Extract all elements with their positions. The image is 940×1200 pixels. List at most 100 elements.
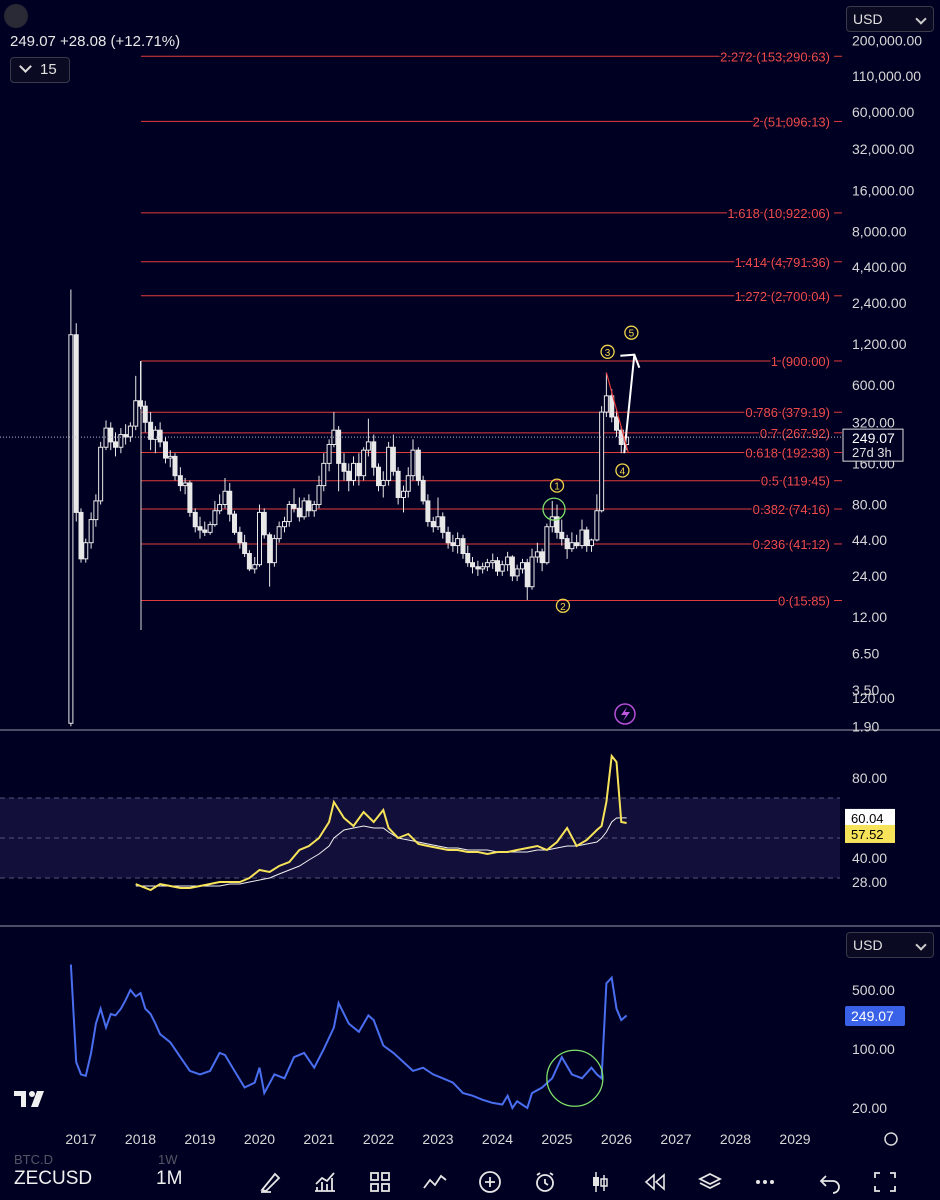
candles: [68, 289, 630, 727]
candle-body-107: [599, 411, 605, 512]
candle-body-48: [306, 500, 312, 512]
candle-body-103: [579, 529, 585, 547]
year-tick-6: 2023: [422, 1131, 453, 1147]
candle-body-25: [192, 511, 198, 528]
price-tick-18: 1.90: [852, 718, 879, 734]
candle-body-47: [301, 500, 307, 518]
candle-body-43: [281, 521, 287, 528]
year-tick-12: 2029: [779, 1131, 810, 1147]
candle-body-77: [450, 542, 456, 547]
candle-body-79: [460, 538, 466, 555]
price-tick-6: 4,400.00: [852, 259, 907, 275]
rsi-tick-0: 120.00: [852, 690, 895, 706]
replay-rewind-icon[interactable]: [642, 1170, 668, 1194]
candle-body-54: [336, 429, 342, 464]
axes: 200,000.00110,000.0060,000.0032,000.0016…: [65, 32, 922, 1147]
alarm-clock-icon[interactable]: [532, 1170, 558, 1194]
last-price-badge: [842, 428, 904, 462]
undo-icon[interactable]: [817, 1170, 843, 1194]
wave-circle-2: [600, 344, 615, 359]
candle-body-80: [465, 553, 471, 564]
candle-body-20: [167, 455, 173, 459]
candle-body-94: [534, 551, 540, 558]
fib-label-4: 1.272 (2,700.04): [735, 289, 830, 304]
pane-separators: [0, 729, 940, 927]
rsi-background: [0, 797, 840, 879]
fib-label-2: 1.618 (10,922.06): [727, 206, 830, 221]
candle-body-81: [470, 562, 476, 568]
fib-label-10: 0.382 (74.16): [753, 502, 830, 517]
candle-body-15: [142, 405, 148, 423]
highlight-circle: [542, 497, 566, 521]
candle-body-31: [222, 490, 228, 505]
bottom-toolbar: ZECUSD 1M: [0, 1160, 940, 1200]
price-tick-7: 2,400.00: [852, 295, 907, 311]
candle-body-56: [346, 470, 352, 481]
candle-body-51: [321, 462, 327, 487]
candle-body-46: [296, 507, 302, 518]
price-tick-5: 8,000.00: [852, 223, 907, 239]
wave-label-0: 1: [554, 482, 560, 493]
price-tick-15: 12.00: [852, 609, 887, 625]
draw-pen-icon[interactable]: [258, 1170, 284, 1194]
price-tick-17: 3.50: [852, 682, 879, 698]
candle-body-110: [614, 416, 619, 431]
candle-style-icon[interactable]: [587, 1170, 613, 1194]
candle-body-72: [425, 500, 431, 523]
interval-button[interactable]: 15: [10, 57, 70, 83]
candle-body-78: [455, 538, 461, 547]
candle-body-37: [252, 564, 258, 570]
countdown-value: 27d 3h: [852, 445, 892, 460]
candle-body-45: [291, 503, 297, 509]
candle-body-63: [380, 479, 386, 487]
layout-grid-icon[interactable]: [367, 1170, 393, 1194]
candle-body-0: [68, 334, 74, 724]
wave-circle-0: [549, 478, 565, 493]
candle-body-17: [152, 429, 158, 440]
symbol-button[interactable]: ZECUSD: [14, 1168, 93, 1189]
candle-body-44: [286, 503, 292, 523]
currency-select-bottom[interactable]: USD: [846, 932, 934, 958]
candle-body-90: [514, 568, 520, 577]
fib-label-12: 0 (15.85): [778, 593, 830, 608]
candle-body-23: [182, 482, 188, 487]
fib-levels: 2.272 (153,290.63) 2 (51,096.13) 1.618 (10…: [140, 48, 842, 630]
add-plus-icon[interactable]: [477, 1170, 503, 1194]
wave-label-4: 5: [629, 329, 635, 340]
price-tick-8: 1,200.00: [852, 336, 907, 352]
candle-body-66: [395, 470, 401, 499]
candle-body-67: [400, 490, 406, 499]
projection-arrow-line: [623, 354, 636, 454]
candle-body-100: [564, 538, 570, 550]
candle-body-8: [108, 427, 114, 443]
rsi-ma-line: [135, 817, 627, 887]
trend-tools-icon[interactable]: [422, 1170, 448, 1194]
candle-body-99: [559, 531, 565, 540]
candle-body-83: [480, 566, 486, 570]
candle-body-73: [430, 521, 436, 528]
fib-label-5: 1 (900.00): [771, 354, 830, 369]
candle-body-40: [267, 534, 273, 564]
price-tick-1: 110,000.00: [852, 68, 921, 84]
candle-body-2: [78, 511, 84, 560]
candle-body-35: [242, 542, 248, 555]
indicators-chart-icon[interactable]: [312, 1170, 338, 1194]
price-change-label: 249.07 +28.08 (+12.71%): [10, 33, 181, 50]
more-dots-icon[interactable]: [752, 1170, 778, 1194]
wave-circle-3: [615, 463, 630, 478]
top-dot-button[interactable]: [4, 4, 28, 28]
layers-icon[interactable]: [697, 1170, 723, 1194]
candle-body-98: [554, 516, 560, 533]
candle-body-92: [524, 562, 530, 588]
candle-body-32: [227, 490, 233, 515]
currency-select-top[interactable]: USD: [846, 6, 934, 32]
fib-label-6: 0.786 (379.19): [745, 405, 830, 420]
candle-body-106: [594, 510, 600, 541]
wave-circle-4: [624, 325, 639, 340]
interval-toolbar-button[interactable]: 1M: [156, 1168, 183, 1189]
rsi-tick-1: 80.00: [852, 770, 887, 786]
price-tick-3: 32,000.00: [852, 141, 914, 157]
btc-highlight-circle: [546, 1049, 604, 1107]
fullscreen-icon[interactable]: [872, 1170, 898, 1194]
